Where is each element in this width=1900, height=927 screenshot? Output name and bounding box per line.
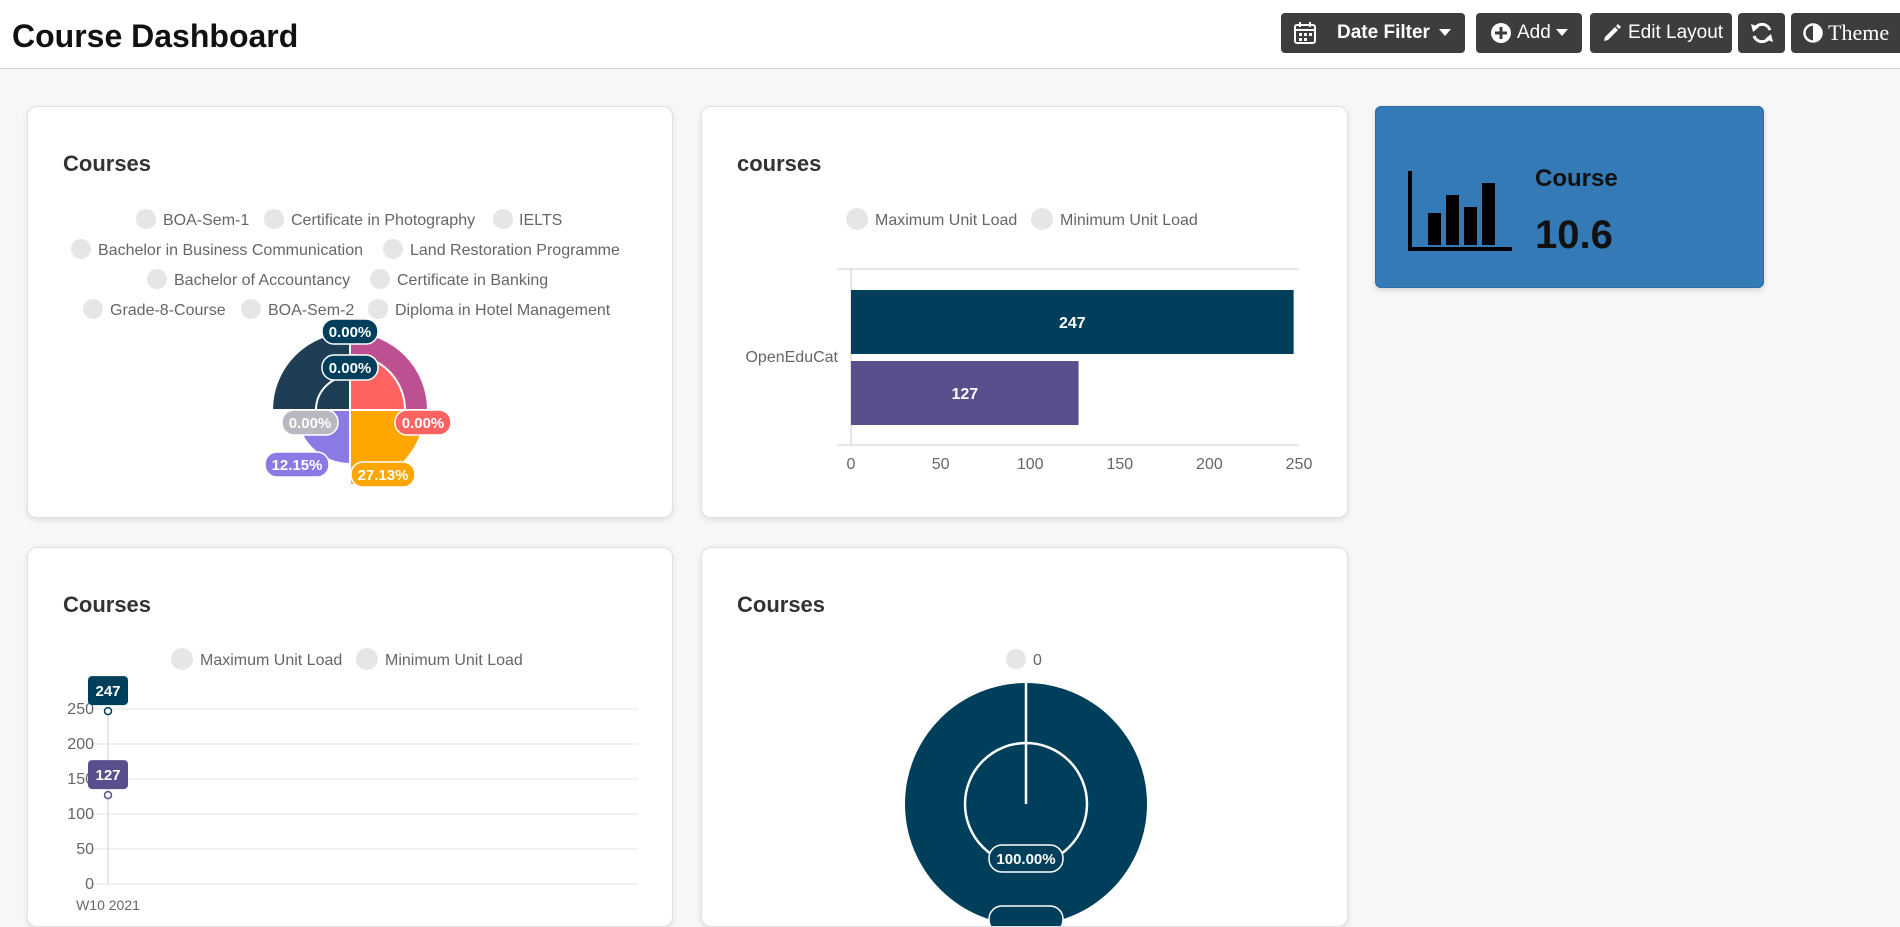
card-title: Courses xyxy=(737,592,826,617)
legend-marker[interactable] xyxy=(147,269,167,289)
edit-layout-label: Edit Layout xyxy=(1628,22,1724,43)
courses-pie-card: Courses BOA-Sem-1 Certificate in Photogr… xyxy=(27,106,673,518)
pie-label: 0.00% xyxy=(289,415,332,432)
y-tick-label: 50 xyxy=(76,841,94,858)
unit-load-line-card: Courses Maximum Unit Load Minimum Unit L… xyxy=(27,547,673,927)
pie-label: 12.15% xyxy=(272,457,323,474)
top-bar: Course Dashboard Date Filter Add Edit La… xyxy=(0,0,1900,69)
y-tick-label: 150 xyxy=(67,771,94,788)
calendar-icon xyxy=(1293,21,1317,45)
courses-pie-chart: BOA-Sem-1 Certificate in Photography IEL… xyxy=(71,209,620,488)
legend-marker[interactable] xyxy=(171,648,193,670)
legend-item-boa-sem-1[interactable]: BOA-Sem-1 xyxy=(163,212,249,229)
pie-label: 100.00% xyxy=(996,851,1055,868)
date-filter-button[interactable]: Date Filter xyxy=(1281,13,1465,53)
add-button[interactable]: Add xyxy=(1476,13,1582,53)
pie-legend: BOA-Sem-1 Certificate in Photography IEL… xyxy=(71,209,620,319)
page-title: Course Dashboard xyxy=(12,18,299,54)
pencil-icon xyxy=(1602,23,1622,43)
legend-marker[interactable] xyxy=(1006,649,1026,669)
theme-button[interactable]: Theme xyxy=(1791,13,1900,53)
legend-item-grade-8-course[interactable]: Grade-8-Course xyxy=(110,302,226,319)
y-tick-label: 0 xyxy=(85,876,94,893)
pie-label: 27.13% xyxy=(358,467,409,484)
legend-marker[interactable] xyxy=(370,269,390,289)
y-tick-label: 100 xyxy=(67,806,94,823)
card-title: courses xyxy=(737,151,822,176)
card-title: Courses xyxy=(63,592,152,617)
unit-load-bar-chart: Maximum Unit Load Minimum Unit Load 0 50 1… xyxy=(745,208,1313,473)
legend-item-bachelor-business-communication[interactable]: Bachelor in Business Communication xyxy=(98,242,363,259)
legend-marker[interactable] xyxy=(383,239,403,259)
bar[interactable] xyxy=(851,361,1079,425)
contrast-icon xyxy=(1803,23,1823,43)
x-tick-label: 250 xyxy=(1286,456,1313,473)
legend-item-maximum-unit-load[interactable]: Maximum Unit Load xyxy=(200,652,342,669)
legend-marker[interactable] xyxy=(356,648,378,670)
point-label-bg xyxy=(88,676,128,706)
x-tick-label: 50 xyxy=(932,456,950,473)
y-tick-label: 250 xyxy=(67,701,94,718)
legend-item-minimum-unit-load[interactable]: Minimum Unit Load xyxy=(385,652,523,669)
course-kpi-card: Course 10.6 xyxy=(1375,106,1764,288)
line-point[interactable] xyxy=(103,790,113,800)
x-tick-label: W10 2021 xyxy=(76,897,140,913)
x-tick-label: 200 xyxy=(1196,456,1223,473)
pie-data-labels: 0.00% 0.00% 0.00% 0.00% 12.15% 27.13% xyxy=(264,318,452,488)
bar-value-label: 247 xyxy=(1059,315,1086,332)
legend-marker[interactable] xyxy=(1031,208,1053,230)
x-tick-label: 150 xyxy=(1106,456,1133,473)
legend-marker[interactable] xyxy=(241,299,261,319)
y-tick-label: 200 xyxy=(67,736,94,753)
legend-marker[interactable] xyxy=(71,239,91,259)
unit-load-bar-card: courses Maximum Unit Load Minimum Unit L… xyxy=(701,106,1348,518)
courses-full-pie-card: Courses 0 100.00% xyxy=(701,547,1348,927)
legend-marker[interactable] xyxy=(493,209,513,229)
courses-full-pie-chart: 0 100.00% xyxy=(905,649,1147,926)
legend-marker[interactable] xyxy=(83,299,103,319)
point-value-label: 127 xyxy=(95,767,120,784)
legend-item-minimum-unit-load[interactable]: Minimum Unit Load xyxy=(1060,212,1198,229)
kpi-value: 10.6 xyxy=(1535,213,1613,257)
point-value-label: 247 xyxy=(95,683,120,700)
refresh-icon xyxy=(1750,21,1774,45)
plus-circle-icon xyxy=(1490,22,1512,44)
legend-item-0[interactable]: 0 xyxy=(1033,652,1042,669)
legend-item-bachelor-of-accountancy[interactable]: Bachelor of Accountancy xyxy=(174,272,350,289)
pie-label: 0.00% xyxy=(402,415,445,432)
refresh-button[interactable] xyxy=(1738,13,1785,53)
pie-label: 0.00% xyxy=(329,360,372,377)
bar[interactable] xyxy=(851,290,1294,354)
caret-down-icon xyxy=(1439,29,1451,37)
kpi-title: Course xyxy=(1535,165,1618,192)
point-label-bg xyxy=(88,760,128,790)
date-filter-label: Date Filter xyxy=(1337,22,1430,43)
pie-label: 0.00% xyxy=(329,324,372,341)
legend-item-boa-sem-2[interactable]: BOA-Sem-2 xyxy=(268,302,354,319)
caret-down-icon xyxy=(1556,29,1568,37)
add-label: Add xyxy=(1517,22,1551,43)
legend-item-diploma-hotel-management[interactable]: Diploma in Hotel Management xyxy=(395,302,611,319)
card-title: Courses xyxy=(63,151,152,176)
x-tick-label: 100 xyxy=(1017,456,1044,473)
legend-marker[interactable] xyxy=(264,209,284,229)
unit-load-line-chart: Maximum Unit Load Minimum Unit Load 0 50 1… xyxy=(67,648,638,913)
edit-layout-button[interactable]: Edit Layout xyxy=(1590,13,1732,53)
bar-chart-icon xyxy=(1408,171,1512,256)
legend-marker[interactable] xyxy=(846,208,868,230)
legend-item-maximum-unit-load[interactable]: Maximum Unit Load xyxy=(875,212,1017,229)
y-category-label: OpenEduCat xyxy=(745,349,838,366)
bar-value-label: 127 xyxy=(951,386,978,403)
legend-marker[interactable] xyxy=(136,209,156,229)
theme-label: Theme xyxy=(1828,20,1890,45)
legend-item-ielts[interactable]: IELTS xyxy=(519,212,562,229)
legend-marker[interactable] xyxy=(368,299,388,319)
legend-item-certificate-in-banking[interactable]: Certificate in Banking xyxy=(397,272,548,289)
x-tick-label: 0 xyxy=(847,456,856,473)
line-point[interactable] xyxy=(103,706,113,716)
legend-item-land-restoration[interactable]: Land Restoration Programme xyxy=(410,242,620,259)
legend-item-certificate-in-photography[interactable]: Certificate in Photography xyxy=(291,212,475,229)
